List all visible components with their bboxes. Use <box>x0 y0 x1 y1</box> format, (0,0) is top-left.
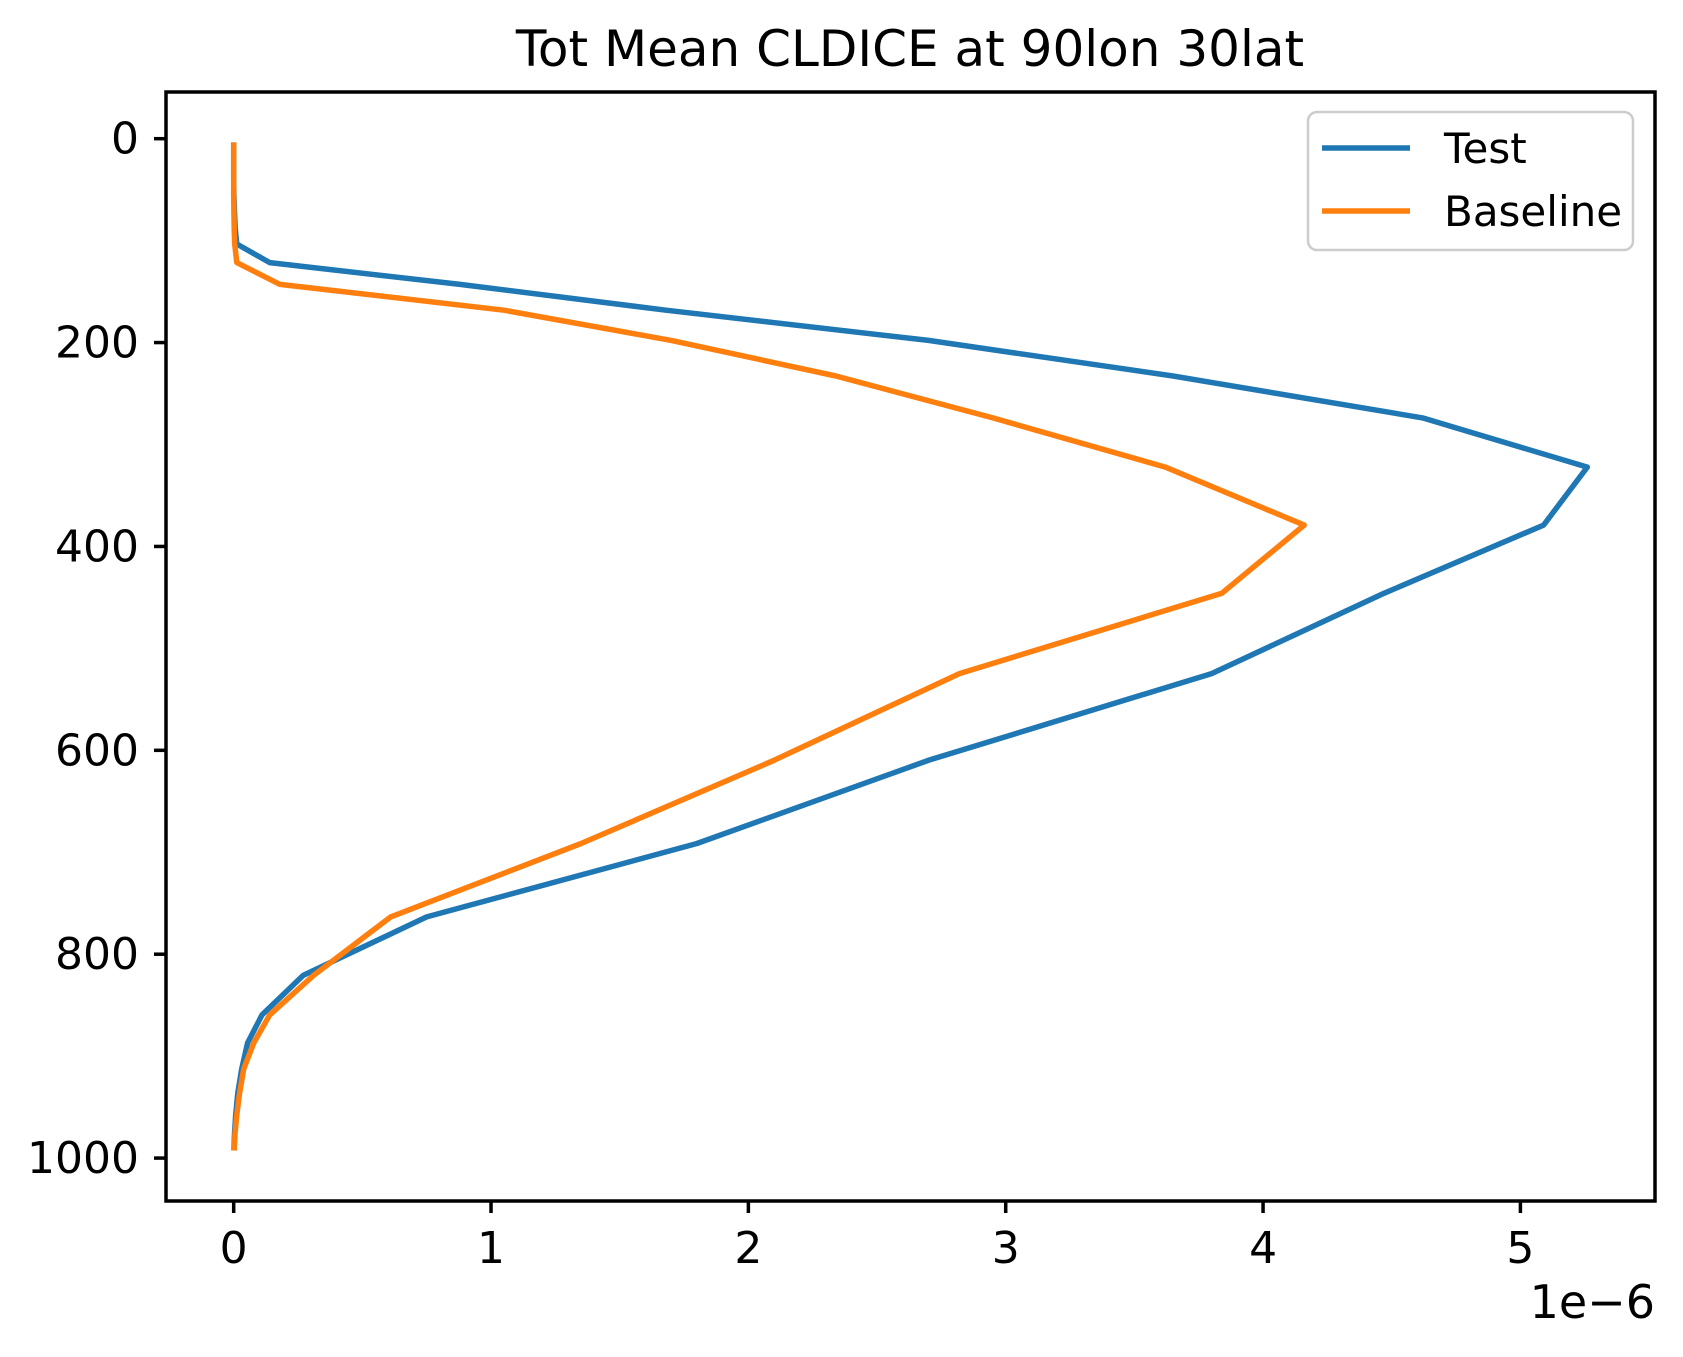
y-tick-label: 400 <box>55 521 139 572</box>
x-tick-label: 0 <box>220 1223 248 1274</box>
y-tick-label: 200 <box>55 318 139 369</box>
y-tick-label: 600 <box>55 725 139 776</box>
legend-label-test: Test <box>1443 124 1527 173</box>
series-lines <box>230 142 1591 1151</box>
y-tick-label: 1000 <box>27 1133 139 1184</box>
x-tick-label: 5 <box>1506 1223 1534 1274</box>
x-tick-label: 4 <box>1249 1223 1277 1274</box>
x-tick-label: 1 <box>477 1223 505 1274</box>
series-line-baseline <box>230 142 1307 1151</box>
plot-area-frame <box>164 90 1657 1203</box>
y-axis: 0 200 400 600 800 1000 <box>27 114 166 1184</box>
legend-label-baseline: Baseline <box>1444 187 1622 236</box>
series-line-test <box>230 142 1591 1151</box>
y-tick-label: 0 <box>111 114 139 165</box>
x-tick-label: 3 <box>992 1223 1020 1274</box>
x-axis-offset-label: 1e−6 <box>1530 1275 1655 1329</box>
x-axis: 0 1 2 3 4 5 <box>220 1201 1534 1274</box>
x-tick-label: 2 <box>734 1223 762 1274</box>
legend-entry-test: Test <box>1322 124 1527 173</box>
y-tick-label: 800 <box>55 929 139 980</box>
chart-title: Tot Mean CLDICE at 90lon 30lat <box>515 20 1304 78</box>
legend: Test Baseline <box>1306 110 1635 252</box>
legend-entry-baseline: Baseline <box>1322 187 1622 236</box>
